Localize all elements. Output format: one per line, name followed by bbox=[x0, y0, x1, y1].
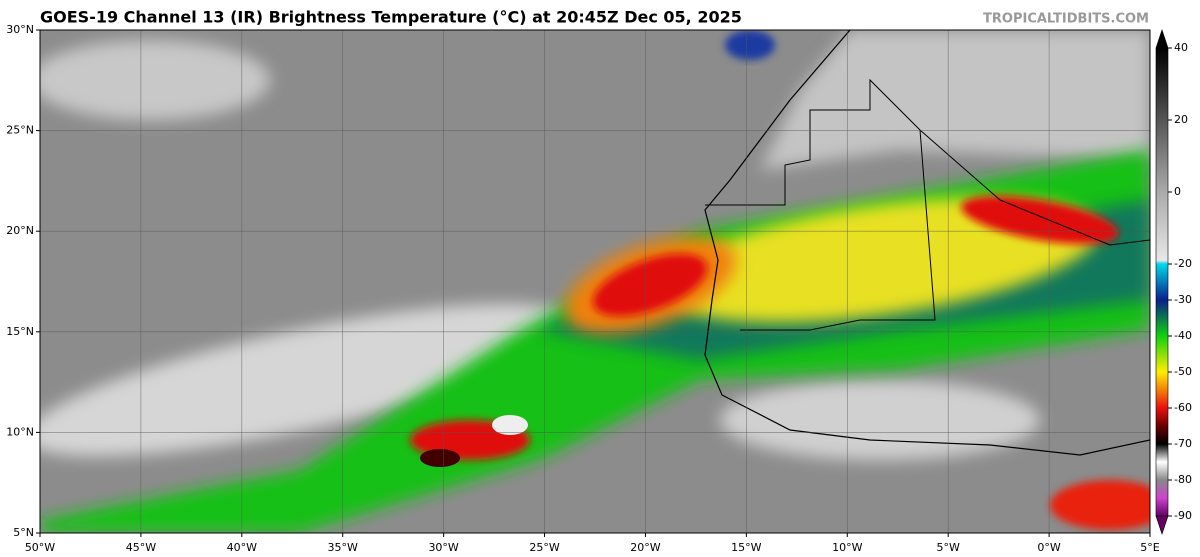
y-tick-label: 5°N bbox=[13, 526, 34, 539]
y-tick-label: 30°N bbox=[6, 23, 34, 36]
colorbar-extend-bottom bbox=[1155, 515, 1169, 535]
x-tick-label: 5°W bbox=[936, 541, 959, 554]
y-tick-label: 20°N bbox=[6, 224, 34, 237]
y-tick-label: 25°N bbox=[6, 124, 34, 137]
x-tick-label: 15°W bbox=[731, 541, 761, 554]
colorbar-extend-top bbox=[1155, 29, 1169, 49]
satellite-image bbox=[40, 30, 1150, 533]
x-tick-label: 0°W bbox=[1037, 541, 1060, 554]
colorbar-tick-label: -60 bbox=[1174, 401, 1192, 414]
colorbar-tick-label: -50 bbox=[1174, 365, 1192, 378]
x-tick-label: 45°W bbox=[126, 541, 156, 554]
map-frame bbox=[39, 29, 1151, 534]
colorbar: 40 20 0 -20 -30 -40 -50 -60 -70 -80 -90 bbox=[1155, 29, 1192, 535]
title: GOES-19 Channel 13 (IR) Brightness Tempe… bbox=[40, 8, 742, 27]
y-tick-label: 15°N bbox=[6, 325, 34, 338]
x-tick-label: 40°W bbox=[227, 541, 257, 554]
x-tick-label: 30°W bbox=[428, 541, 458, 554]
colorbar-tick-label: 0 bbox=[1174, 185, 1181, 198]
x-tick-label: 25°W bbox=[529, 541, 559, 554]
y-tick-label: 10°N bbox=[6, 425, 34, 438]
x-tick-label: 20°W bbox=[630, 541, 660, 554]
colorbar-tick-label: -30 bbox=[1174, 293, 1192, 306]
colorbar-tick-label: -80 bbox=[1174, 473, 1192, 486]
colorbar-tick-label: -20 bbox=[1174, 257, 1192, 270]
x-tick-label: 35°W bbox=[328, 541, 358, 554]
watermark: TROPICALTIDBITS.COM bbox=[983, 12, 1149, 27]
colorbar-scale bbox=[1155, 47, 1169, 517]
colorbar-tick-label: 40 bbox=[1174, 41, 1188, 54]
colorbar-tick-label: 20 bbox=[1174, 113, 1188, 126]
x-tick-label: 5°E bbox=[1140, 541, 1159, 554]
x-tick-label: 10°W bbox=[832, 541, 862, 554]
colorbar-tick-label: -40 bbox=[1174, 329, 1192, 342]
colorbar-tick-label: -70 bbox=[1174, 437, 1192, 450]
colorbar-tick-label: -90 bbox=[1174, 509, 1192, 522]
x-tick-label: 50°W bbox=[25, 541, 55, 554]
